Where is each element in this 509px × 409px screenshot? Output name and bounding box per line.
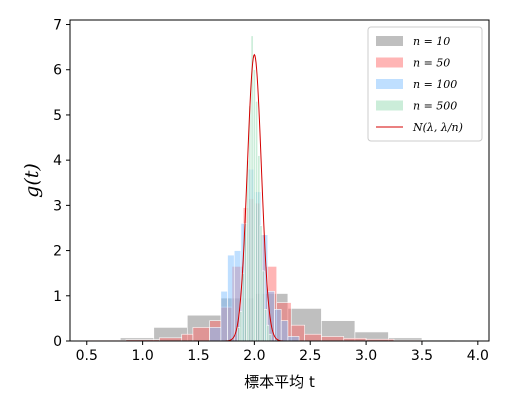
x-tick-label: 2.5 — [299, 348, 321, 364]
legend-label: n = 500 — [413, 100, 457, 113]
axes: 0.5 1.0 1.5 2.0 2.5 3.0 3.5 4.0 0 1 2 3 4 5 6 7 標本平均 t g(… — [21, 18, 490, 391]
y-tick-label: 2 — [53, 244, 62, 260]
hist-bar — [192, 327, 210, 342]
legend-swatch — [376, 57, 403, 68]
legend-label: n = 50 — [413, 57, 450, 70]
x-tick-label: 3.0 — [355, 348, 377, 364]
hist-bar — [321, 336, 345, 342]
hist-bar — [304, 333, 322, 342]
hist-bar — [259, 225, 263, 342]
y-tick-label: 4 — [53, 153, 62, 169]
legend-box — [367, 26, 483, 142]
hist-bar — [237, 327, 241, 342]
hist-bar — [252, 69, 256, 342]
hist-bar — [264, 309, 267, 342]
hist-bar — [220, 290, 228, 342]
y-tick-label: 0 — [53, 334, 62, 350]
hist-bar — [241, 272, 245, 342]
hist-bar — [209, 327, 222, 342]
hist-bar — [266, 324, 270, 342]
legend-swatch — [376, 36, 403, 46]
hist-bar — [248, 105, 252, 342]
x-axis-label: 標本平均 t — [244, 373, 315, 391]
legend: n = 10 n = 50 n = 100 n = 500 N(λ, λ/n) — [367, 26, 483, 142]
hist-bar — [261, 270, 265, 342]
plot-area — [86, 35, 456, 342]
series-3 — [237, 35, 272, 342]
hist-bar — [227, 254, 235, 342]
y-tick-label: 6 — [53, 63, 62, 79]
hist-bar — [239, 311, 243, 342]
legend-item: n = 50 — [376, 57, 450, 70]
x-tick-label: 1.0 — [131, 348, 153, 364]
legend-swatch — [376, 79, 403, 89]
y-tick-label: 5 — [53, 108, 62, 124]
hist-bar — [280, 320, 289, 342]
x-tick-label: 1.5 — [187, 348, 209, 364]
legend-item: n = 500 — [376, 100, 457, 113]
hist-bar — [268, 333, 272, 342]
legend-label: N(λ, λ/n) — [412, 121, 463, 134]
plot-frame — [69, 19, 490, 342]
hist-bar — [287, 336, 300, 342]
y-tick-label: 1 — [53, 289, 62, 305]
legend-item: n = 100 — [376, 78, 457, 91]
hist-bar — [274, 309, 282, 342]
x-tick-label: 4.0 — [467, 348, 489, 364]
y-axis-label: g(t) — [21, 163, 43, 198]
hist-bar — [181, 333, 194, 342]
x-tick-label: 2.0 — [243, 348, 265, 364]
y-tick-label: 7 — [53, 18, 62, 34]
hist-bar — [257, 155, 261, 342]
legend-item: n = 10 — [376, 35, 450, 48]
legend-item: N(λ, λ/n) — [376, 121, 463, 134]
hist-bar — [255, 101, 259, 342]
x-tick-label: 3.5 — [411, 348, 433, 364]
legend-swatch — [376, 100, 403, 111]
legend-label: n = 100 — [413, 78, 457, 91]
y-tick-label: 3 — [53, 198, 62, 214]
legend-label: n = 10 — [413, 35, 450, 48]
x-tick-label: 0.5 — [76, 348, 98, 364]
